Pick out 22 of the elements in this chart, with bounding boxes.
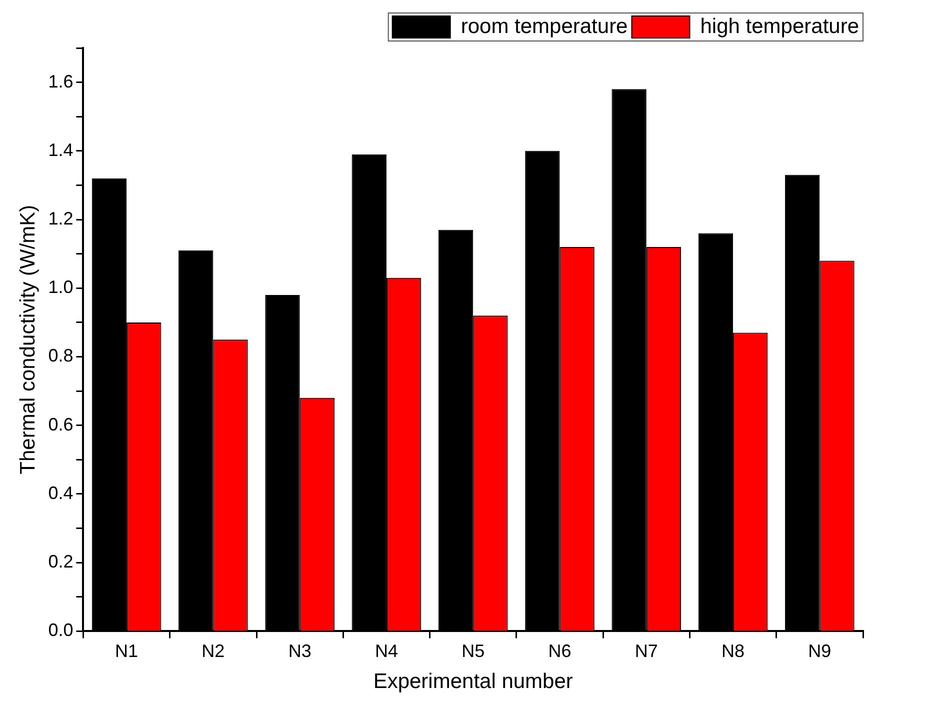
x-tick-label: N8 <box>722 640 745 661</box>
x-tick-label: N6 <box>548 640 572 661</box>
x-tick-label: N7 <box>634 640 658 661</box>
x-tick-label: N4 <box>374 640 398 661</box>
x-tick-label: N9 <box>808 640 832 661</box>
y-tick-label: 0.0 <box>48 620 74 640</box>
x-axis-title: Experimental number <box>373 670 573 694</box>
y-tick-label: 0.6 <box>48 414 74 434</box>
y-tick-label: 1.2 <box>48 208 74 228</box>
x-tick-label: N5 <box>462 640 485 661</box>
y-tick-label: 1.0 <box>48 277 74 298</box>
y-tick-label: 0.4 <box>48 482 74 503</box>
x-tick-label: N1 <box>115 640 138 661</box>
y-tick-label: 1.6 <box>48 71 74 92</box>
y-tick-label: 0.8 <box>48 346 74 366</box>
y-tick-label: 1.4 <box>48 140 74 160</box>
legend-label: room temperature <box>460 14 628 38</box>
legend-label: high temperature <box>700 14 860 38</box>
y-axis-title: Thermal conductivity (W/mK) <box>16 204 40 474</box>
x-tick-label: N3 <box>288 640 312 661</box>
y-tick-label: 0.2 <box>48 552 74 572</box>
x-tick-label: N2 <box>202 640 225 661</box>
